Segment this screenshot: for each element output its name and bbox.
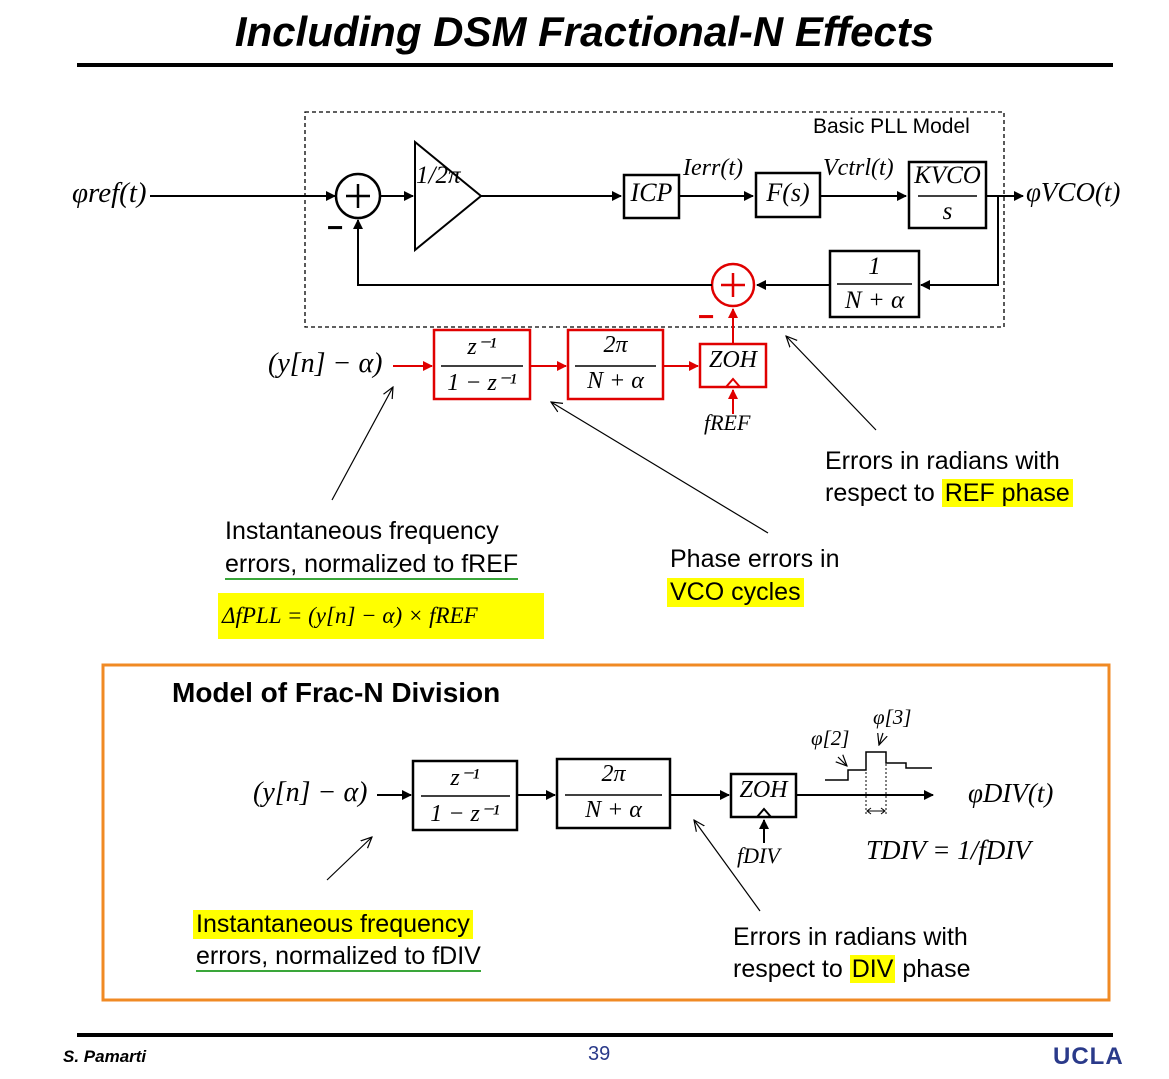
bottom-accum-num-label: z⁻¹ (450, 765, 480, 791)
divider-num-label: 1 (868, 253, 881, 280)
zoh-label: ZOH (708, 347, 757, 373)
tdiv-equation: TDIV = 1/fDIV (866, 835, 1031, 865)
bottom-scale-den-label: N + α (585, 797, 642, 823)
frac-n-frame (101, 663, 1111, 1002)
annot-freq-line1: Instantaneous frequency (225, 517, 499, 545)
footer-logo: UCLA (1053, 1043, 1124, 1070)
div-phase-label: φDIV(t) (968, 778, 1054, 808)
fdiv-clock-label: fDIV (737, 843, 780, 868)
vco-phase-label: φVCO(t) (1026, 177, 1121, 207)
accumulator-block (432, 328, 532, 401)
footer-author: S. Pamarti (63, 1047, 147, 1066)
ref-phase-label: φref(t) (72, 177, 147, 209)
bottom-scale-num-label: 2π (601, 761, 626, 787)
delta-f-equation: ΔfPLL = (y[n] − α) × fREF (218, 593, 544, 639)
bottom-accum-den-label: 1 − z⁻¹ (430, 801, 500, 827)
bottom-annot-rad-line1: Errors in radians with (733, 923, 968, 951)
vctrl-label: Vctrl(t) (823, 155, 894, 181)
scale-den-label: N + α (587, 368, 644, 394)
icp-block (622, 173, 681, 220)
step-label-3: φ[3] (873, 705, 912, 729)
annot-freq-line2: errors, normalized to fREF (225, 550, 519, 580)
filter-label: F(s) (766, 178, 810, 207)
step-label-2: φ[2] (811, 726, 850, 750)
gain-label: 1/2π (416, 162, 461, 189)
staircase-waveform (825, 751, 932, 781)
bottom-phase-scale-block (555, 757, 672, 830)
sum-minus-sign: − (327, 212, 344, 243)
page-number: 39 (588, 1043, 611, 1065)
bottom-dsm-input-label: (y[n] − α) (253, 777, 368, 808)
dsm-minus-sign: − (698, 301, 715, 332)
accum-num-label: z⁻¹ (467, 334, 497, 360)
annot-phase-line1: Phase errors in (670, 545, 840, 573)
pll-model-frame (304, 111, 1005, 328)
kvco-label: KVCO (914, 162, 981, 189)
dsm-input-label: (y[n] − α) (268, 348, 383, 379)
vco-s-label: s (942, 198, 953, 225)
gain-triangle (414, 139, 483, 253)
vco-block (907, 160, 988, 230)
accum-den-label: 1 − z⁻¹ (447, 370, 517, 396)
bottom-annot-rad-line2: respect to DIV phase (733, 955, 971, 983)
annot-rad-line1: Errors in radians with (825, 447, 1060, 475)
bottom-zoh-label: ZOH (739, 777, 788, 803)
fref-clock-label: fREF (704, 410, 751, 435)
annot-rad-line2: respect to REF phase (825, 479, 1073, 508)
divider-den-label: N + α (844, 287, 905, 314)
bottom-annot-freq-line2: errors, normalized to fDIV (196, 942, 481, 972)
slide-title: Including DSM Fractional-N Effects (234, 8, 935, 55)
frac-n-title: Model of Frac-N Division (172, 677, 501, 708)
ierr-label: Ierr(t) (683, 155, 743, 181)
icp-label: ICP (630, 178, 673, 207)
annot-phase-line2: VCO cycles (667, 578, 804, 607)
phase-scale-block (566, 328, 665, 401)
bottom-annot-freq-line1: Instantaneous frequency (193, 910, 473, 939)
pll-model-label: Basic PLL Model (813, 115, 970, 138)
scale-num-label: 2π (603, 332, 628, 358)
